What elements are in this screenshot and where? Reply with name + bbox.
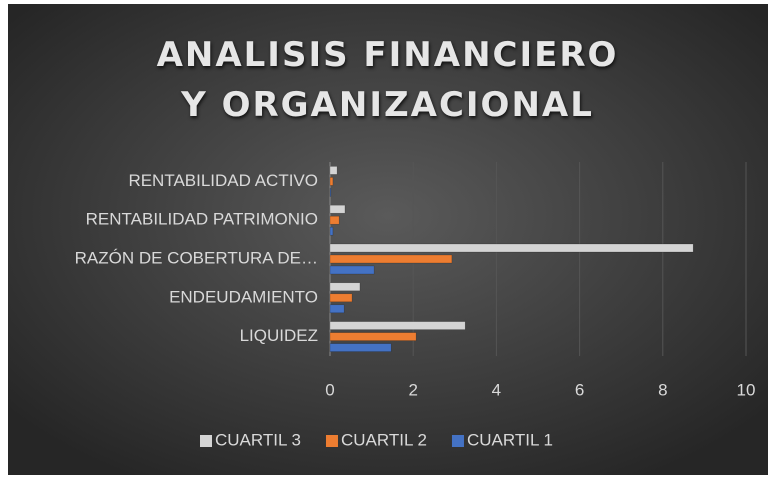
x-tick-label: 4: [492, 380, 501, 399]
bar: [329, 188, 332, 197]
bar: [329, 254, 453, 264]
legend-marker: [451, 435, 464, 447]
bar: [329, 177, 334, 186]
y-tick-label: RENTABILIDAD ACTIVO: [128, 171, 318, 190]
y-tick-label: LIQUIDEZ: [240, 326, 318, 345]
y-tick-label: RAZÓN DE COBERTURA DE…: [75, 248, 318, 267]
x-tick-label: 8: [658, 380, 667, 399]
bar: [329, 215, 340, 225]
bar: [329, 332, 417, 341]
x-tick-label: 10: [737, 380, 756, 399]
bar: [329, 282, 361, 292]
bar: [329, 293, 353, 303]
x-tick-label: 0: [325, 380, 334, 399]
bar: [329, 304, 345, 314]
bar: [329, 226, 334, 236]
bar: [329, 243, 694, 253]
bar: [329, 204, 346, 214]
legend-label: CUARTIL 3: [215, 430, 301, 449]
chart-background: [8, 4, 768, 475]
y-tick-label: RENTABILIDAD PATRIMONIO: [86, 210, 318, 229]
y-tick-label: ENDEUDAMIENTO: [169, 287, 318, 306]
legend-label: CUARTIL 2: [341, 430, 427, 449]
bar: [329, 343, 392, 352]
bar: [329, 265, 375, 275]
legend-marker: [325, 435, 338, 447]
legend-marker: [200, 435, 212, 447]
chart-title: ANALISIS FINANCIERO Y ORGANIZACIONAL: [156, 35, 619, 125]
bar: [329, 321, 466, 330]
x-tick-label: 2: [408, 380, 417, 399]
legend-label: CUARTIL 1: [467, 430, 553, 449]
bar: [329, 166, 338, 175]
x-tick-label: 6: [575, 380, 584, 399]
